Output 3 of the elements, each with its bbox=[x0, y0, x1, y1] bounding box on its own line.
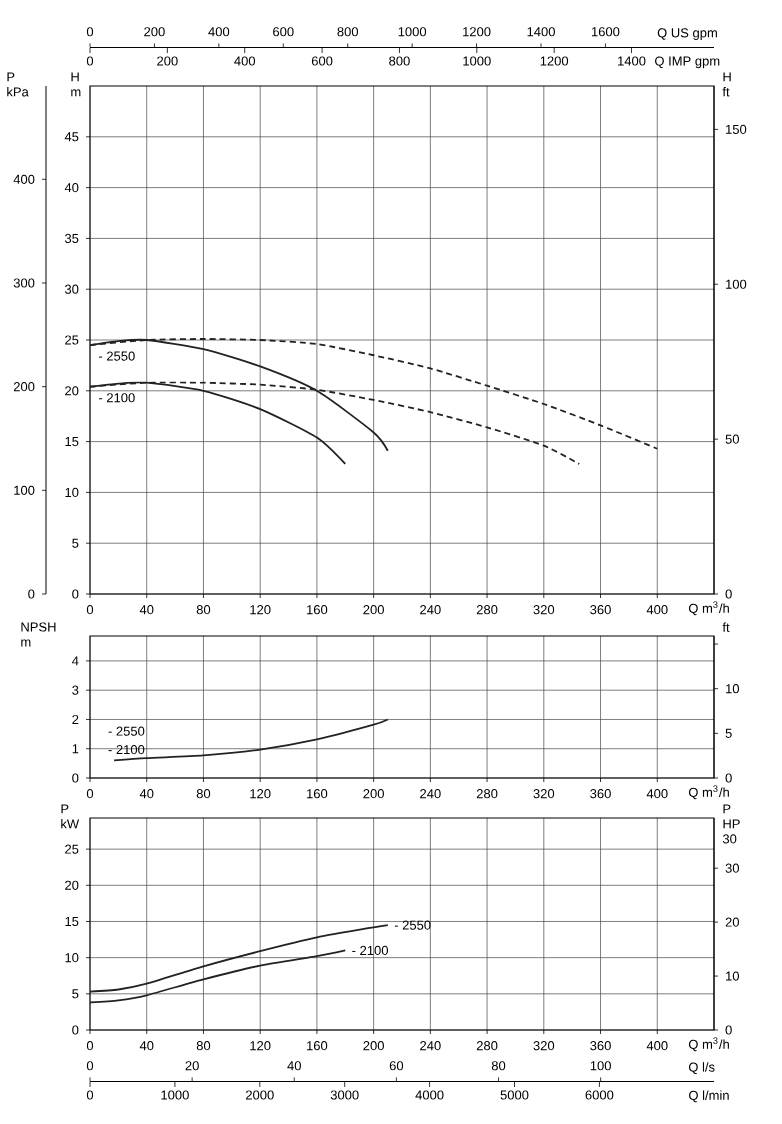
line-series bbox=[90, 949, 347, 1004]
line-series bbox=[90, 924, 389, 993]
line-series bbox=[113, 718, 389, 762]
